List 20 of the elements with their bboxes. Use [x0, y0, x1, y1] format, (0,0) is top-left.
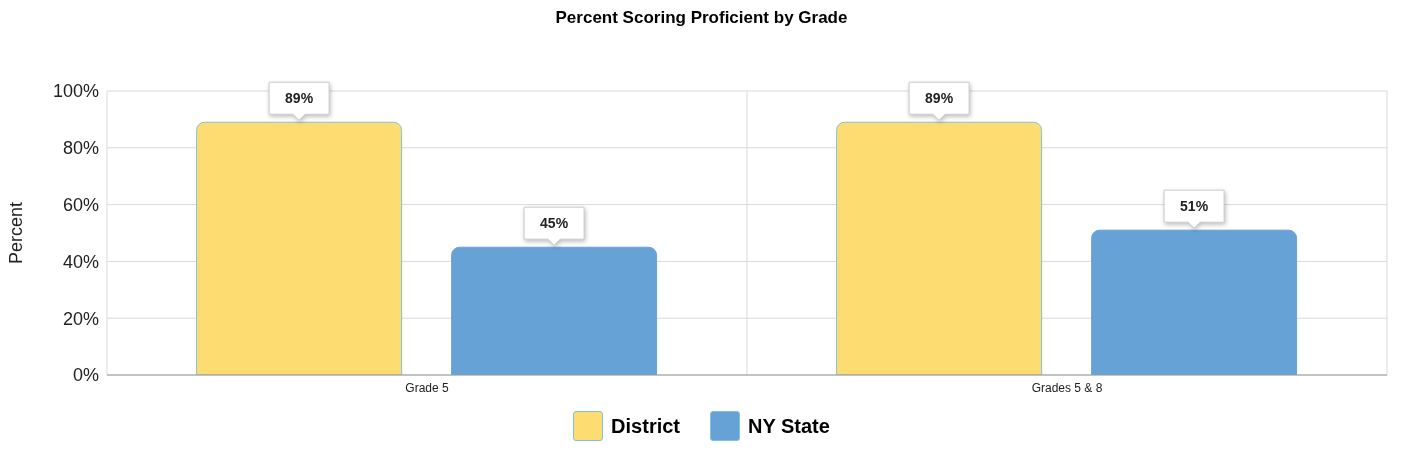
y-tick-label: 60% — [62, 194, 99, 215]
y-tick-label: 40% — [62, 251, 99, 272]
bar — [836, 121, 1043, 375]
bar — [451, 246, 658, 375]
y-axis-title: Percent — [6, 201, 27, 265]
y-tick-label: 100% — [52, 81, 99, 102]
chart-title: Percent Scoring Proficient by Grade — [554, 8, 849, 29]
data-label: 89% — [925, 90, 954, 107]
y-tick-label: 20% — [62, 308, 99, 329]
y-tick-label: 80% — [62, 138, 99, 159]
data-label: 89% — [285, 90, 314, 107]
y-tick-label: 0% — [72, 365, 99, 386]
x-tick-label: Grades 5 & 8 — [1031, 380, 1103, 395]
bar — [1091, 229, 1298, 375]
bar — [196, 121, 403, 375]
data-label: 45% — [540, 215, 569, 232]
legend-label: NY State — [748, 414, 830, 438]
data-label: 51% — [1180, 198, 1209, 215]
legend-label: District — [611, 414, 680, 438]
x-tick-label: Grade 5 — [405, 380, 450, 395]
